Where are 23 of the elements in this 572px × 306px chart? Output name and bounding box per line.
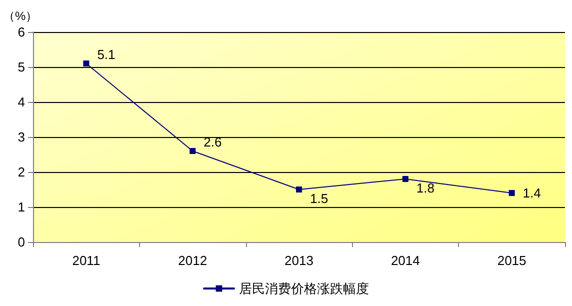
y-tick-label: 5 (18, 60, 25, 74)
data-label: 5.1 (97, 47, 116, 62)
point (508, 190, 515, 196)
legend-label: 居民消费价格涨跌幅度 (239, 281, 369, 296)
point (402, 176, 408, 182)
y-tick-label: 2 (18, 164, 25, 180)
point (296, 186, 302, 192)
x-tick-label: 2011 (72, 253, 100, 268)
x-tick-label: 2014 (390, 253, 420, 268)
x-tick-label: 2013 (284, 253, 314, 268)
y-tick-label: 3 (18, 130, 25, 144)
x-tick-label: 2012 (178, 253, 208, 268)
x-tick-label: 2015 (497, 253, 526, 268)
y-tick-label: 1 (18, 200, 25, 214)
data-label: 1.4 (522, 186, 541, 200)
point (190, 148, 196, 154)
data-label: 1.5 (310, 191, 328, 206)
data-label: 1.8 (416, 180, 434, 196)
y-axis-title: （%） (3, 9, 38, 23)
y-tick-label: 6 (18, 24, 25, 40)
y-tick-label: 4 (18, 94, 25, 110)
point (83, 60, 90, 66)
y-tick-label: 0 (18, 234, 25, 250)
